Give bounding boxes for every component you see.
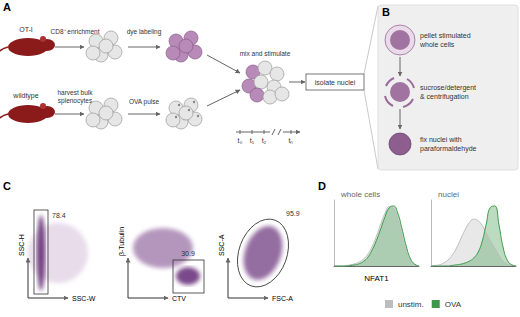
svg-text:wildtype: wildtype — [12, 92, 38, 100]
svg-text:& centrifugation: & centrifugation — [420, 93, 469, 101]
svg-text:dye labeling: dye labeling — [127, 28, 162, 36]
svg-text:t₀: t₀ — [238, 137, 243, 144]
svg-text:whole cells: whole cells — [419, 41, 455, 48]
svg-text:95.9: 95.9 — [286, 210, 300, 217]
svg-text:unstim.: unstim. — [398, 300, 424, 309]
svg-text:FSC-A: FSC-A — [272, 295, 293, 302]
svg-text:SSC-W: SSC-W — [72, 295, 96, 302]
svg-text:SSC-H: SSC-H — [18, 234, 25, 256]
svg-text:A: A — [3, 1, 11, 13]
svg-text:B: B — [382, 6, 390, 18]
svg-text:tₙ: tₙ — [289, 137, 294, 144]
svg-text:nuclei: nuclei — [438, 190, 459, 199]
svg-text:fix nuclei with: fix nuclei with — [420, 136, 462, 143]
svg-text:78.4: 78.4 — [52, 212, 66, 219]
svg-text:splenocytes: splenocytes — [58, 97, 93, 105]
svg-text:β-Tubulin: β-Tubulin — [118, 227, 126, 256]
svg-text:OVA: OVA — [445, 300, 462, 309]
svg-text:30.9: 30.9 — [181, 250, 195, 257]
svg-text:harvest bulk: harvest bulk — [57, 89, 93, 96]
svg-text:CD8⁺ enrichment: CD8⁺ enrichment — [51, 28, 100, 35]
svg-text:paraformaldehyde: paraformaldehyde — [420, 145, 477, 153]
svg-text:D: D — [318, 180, 326, 192]
svg-text:sucrose/detergent: sucrose/detergent — [420, 84, 476, 92]
svg-text:mix and stimulate: mix and stimulate — [240, 50, 291, 57]
svg-text:CTV: CTV — [172, 295, 186, 302]
svg-text:OT-I: OT-I — [19, 26, 33, 33]
svg-text:t₁: t₁ — [250, 137, 255, 144]
svg-text:isolate nuclei: isolate nuclei — [315, 79, 356, 86]
svg-text:pellet stimulated: pellet stimulated — [420, 32, 471, 40]
svg-text:OVA pulse: OVA pulse — [129, 98, 160, 106]
svg-text:SSC-A: SSC-A — [218, 234, 225, 256]
svg-text:C: C — [3, 180, 11, 192]
svg-text:NFAT1: NFAT1 — [364, 274, 389, 283]
svg-text:whole cells: whole cells — [340, 190, 380, 199]
svg-text:t₂: t₂ — [262, 137, 267, 144]
